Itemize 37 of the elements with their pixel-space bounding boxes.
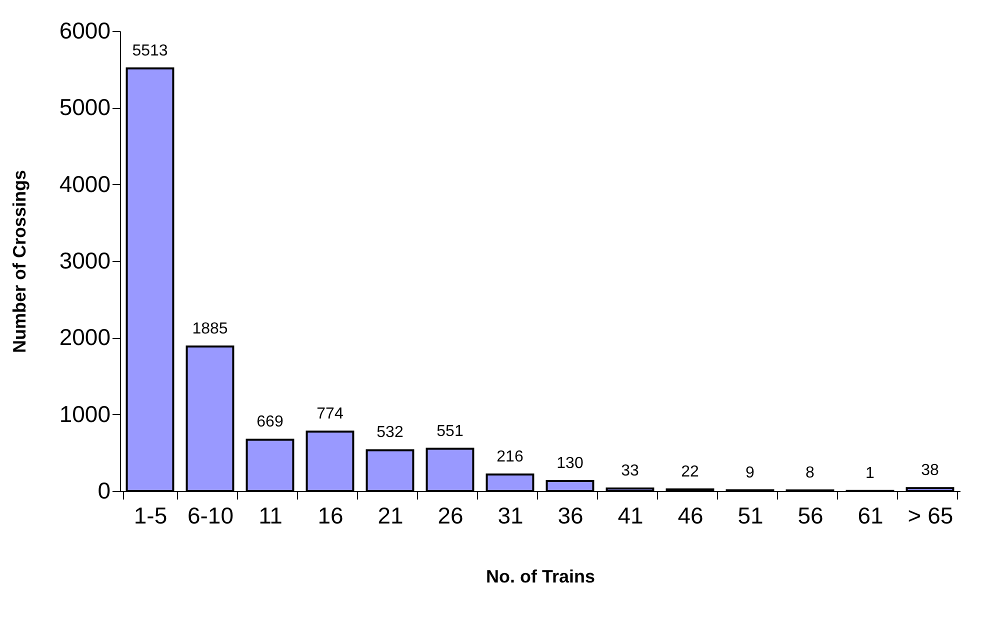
x-tick-label: > 65 bbox=[908, 502, 954, 528]
data-label: 1885 bbox=[192, 320, 228, 338]
y-tick-label: 5000 bbox=[59, 94, 110, 120]
y-tick-label: 3000 bbox=[59, 248, 110, 274]
x-tick-label: 31 bbox=[498, 502, 524, 528]
x-tick-label: 16 bbox=[318, 502, 344, 528]
data-label: 33 bbox=[621, 462, 639, 480]
y-tick-label: 0 bbox=[98, 478, 110, 504]
data-label: 9 bbox=[746, 464, 755, 482]
y-tick-label: 2000 bbox=[59, 324, 110, 350]
y-tick-label: 6000 bbox=[59, 18, 110, 44]
x-tick-label: 46 bbox=[678, 502, 704, 528]
data-label: 216 bbox=[496, 448, 524, 466]
x-axis-title: No. of Trains bbox=[486, 566, 596, 586]
data-label: 22 bbox=[681, 463, 699, 480]
x-tick-label: 61 bbox=[858, 502, 884, 528]
y-axis-title: Number of Crossings bbox=[9, 170, 30, 354]
x-tick-label: 51 bbox=[738, 502, 764, 528]
y-tick-label: 1000 bbox=[59, 400, 110, 427]
x-tick-label: 1-5 bbox=[134, 502, 168, 528]
data-label: 1 bbox=[866, 464, 875, 482]
x-tick-label: 41 bbox=[618, 502, 644, 528]
data-label: 130 bbox=[556, 455, 584, 472]
x-tick-label: 56 bbox=[798, 502, 824, 528]
x-tick-label: 21 bbox=[378, 502, 404, 528]
data-label: 774 bbox=[316, 406, 344, 423]
data-label: 8 bbox=[806, 464, 815, 482]
x-tick-label: 6-10 bbox=[187, 502, 234, 528]
x-tick-label: 36 bbox=[558, 502, 584, 528]
data-label: 5513 bbox=[132, 42, 168, 60]
x-tick-label: 11 bbox=[258, 502, 282, 528]
y-tick-label: 4000 bbox=[59, 170, 110, 197]
x-tick-label: 26 bbox=[438, 502, 464, 528]
data-label: 551 bbox=[436, 422, 464, 440]
data-label: 38 bbox=[921, 462, 939, 480]
data-label: 669 bbox=[256, 414, 284, 431]
data-label: 532 bbox=[376, 424, 404, 442]
